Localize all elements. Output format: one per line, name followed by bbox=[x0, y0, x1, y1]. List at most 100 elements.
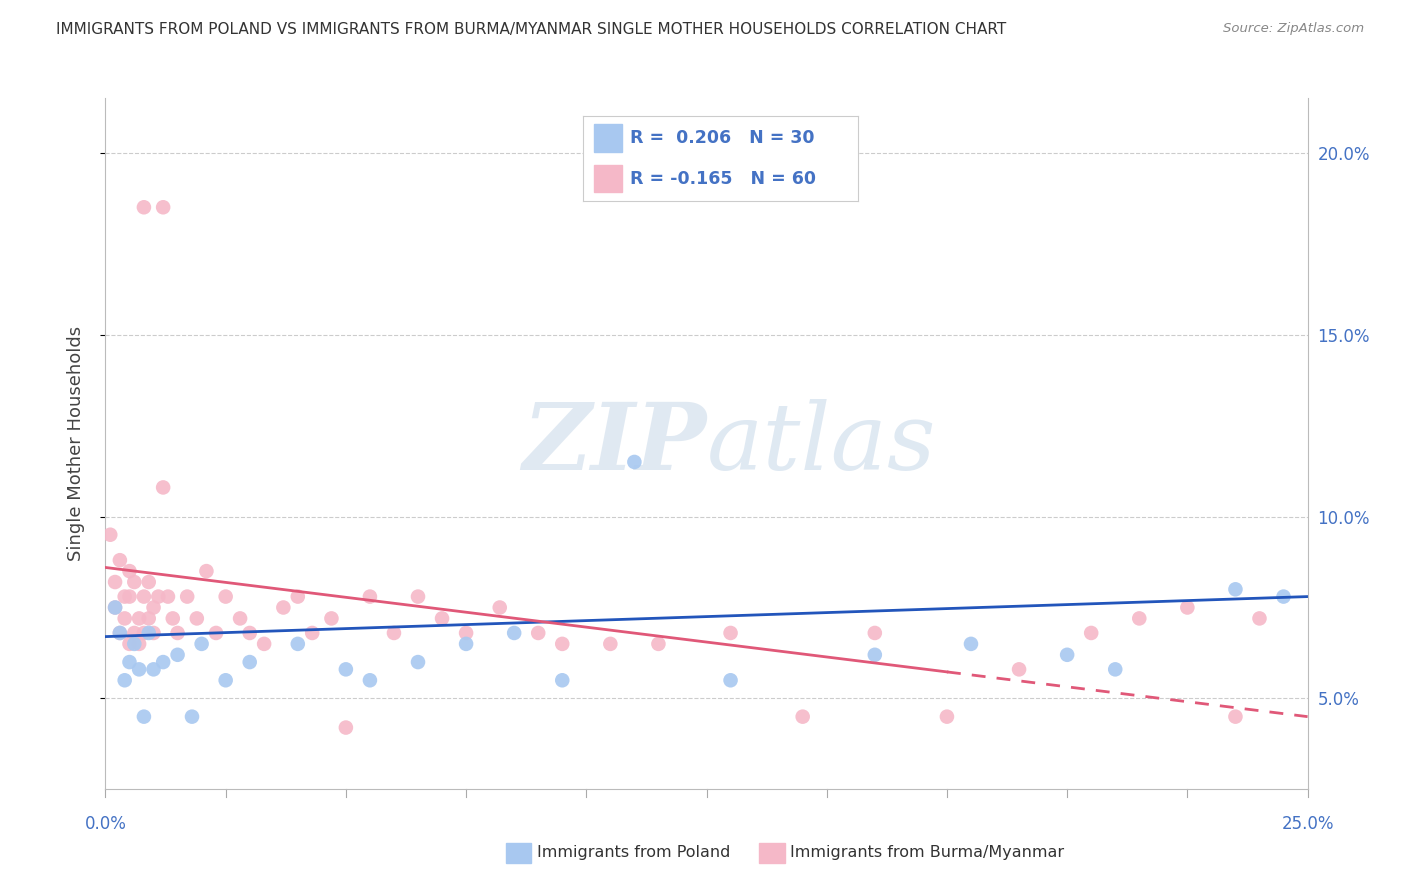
Point bbox=[1080, 626, 1102, 640]
Point bbox=[148, 590, 170, 604]
Point bbox=[623, 455, 645, 469]
Point bbox=[124, 626, 146, 640]
Point bbox=[142, 626, 165, 640]
Bar bbox=[595, 165, 621, 192]
Text: Source: ZipAtlas.com: Source: ZipAtlas.com bbox=[1223, 22, 1364, 36]
Point bbox=[118, 590, 141, 604]
Point bbox=[132, 626, 155, 640]
Point bbox=[214, 590, 236, 604]
Point bbox=[104, 575, 127, 590]
Point bbox=[1272, 590, 1295, 604]
Point bbox=[108, 553, 131, 567]
Y-axis label: Single Mother Households: Single Mother Households bbox=[66, 326, 84, 561]
Point bbox=[114, 611, 136, 625]
Point bbox=[253, 637, 276, 651]
Point bbox=[186, 611, 208, 625]
Point bbox=[118, 637, 141, 651]
Point bbox=[335, 662, 357, 676]
Point bbox=[104, 600, 127, 615]
Point bbox=[454, 626, 477, 640]
Point bbox=[128, 611, 150, 625]
Point bbox=[239, 626, 262, 640]
Point bbox=[98, 527, 121, 541]
Point bbox=[132, 709, 155, 723]
Bar bbox=[595, 124, 621, 152]
Point bbox=[128, 637, 150, 651]
Point bbox=[138, 626, 160, 640]
Point bbox=[114, 590, 136, 604]
Point bbox=[454, 637, 477, 651]
Point bbox=[1225, 582, 1247, 597]
Point bbox=[287, 590, 309, 604]
Point bbox=[156, 590, 179, 604]
Point bbox=[142, 662, 165, 676]
Text: Immigrants from Burma/Myanmar: Immigrants from Burma/Myanmar bbox=[790, 846, 1064, 860]
Point bbox=[181, 709, 204, 723]
Point bbox=[205, 626, 228, 640]
Point bbox=[551, 673, 574, 688]
Point bbox=[132, 590, 155, 604]
Point bbox=[1249, 611, 1271, 625]
Bar bbox=[506, 843, 531, 863]
Text: 0.0%: 0.0% bbox=[84, 815, 127, 833]
Point bbox=[273, 600, 295, 615]
Point bbox=[166, 648, 188, 662]
Point bbox=[124, 575, 146, 590]
Point bbox=[382, 626, 405, 640]
Point bbox=[647, 637, 669, 651]
Text: 25.0%: 25.0% bbox=[1281, 815, 1334, 833]
Point bbox=[720, 626, 742, 640]
Point bbox=[104, 600, 127, 615]
Point bbox=[195, 564, 218, 578]
Point bbox=[720, 673, 742, 688]
Point bbox=[190, 637, 212, 651]
Point bbox=[166, 626, 188, 640]
Point bbox=[406, 590, 429, 604]
Point bbox=[1225, 709, 1247, 723]
Point bbox=[406, 655, 429, 669]
Point bbox=[551, 637, 574, 651]
Point bbox=[863, 626, 886, 640]
Point bbox=[114, 673, 136, 688]
Point bbox=[936, 709, 959, 723]
Point bbox=[128, 662, 150, 676]
Point bbox=[359, 673, 381, 688]
Point bbox=[138, 575, 160, 590]
Point bbox=[1104, 662, 1126, 676]
Point bbox=[118, 564, 141, 578]
Point bbox=[142, 600, 165, 615]
Point bbox=[239, 655, 262, 669]
Point bbox=[162, 611, 184, 625]
Point bbox=[287, 637, 309, 651]
Point bbox=[108, 626, 131, 640]
Point bbox=[335, 721, 357, 735]
Text: R = -0.165   N = 60: R = -0.165 N = 60 bbox=[630, 169, 815, 187]
Point bbox=[176, 590, 198, 604]
Text: atlas: atlas bbox=[707, 399, 936, 489]
Text: Immigrants from Poland: Immigrants from Poland bbox=[537, 846, 731, 860]
Point bbox=[1056, 648, 1078, 662]
Point bbox=[152, 200, 174, 214]
Bar bbox=[759, 843, 785, 863]
Text: ZIP: ZIP bbox=[522, 399, 707, 489]
Point bbox=[488, 600, 510, 615]
Point bbox=[229, 611, 252, 625]
Point bbox=[214, 673, 236, 688]
Point bbox=[503, 626, 526, 640]
Point bbox=[108, 626, 131, 640]
Point bbox=[792, 709, 814, 723]
Point bbox=[1128, 611, 1150, 625]
Text: IMMIGRANTS FROM POLAND VS IMMIGRANTS FROM BURMA/MYANMAR SINGLE MOTHER HOUSEHOLDS: IMMIGRANTS FROM POLAND VS IMMIGRANTS FRO… bbox=[56, 22, 1007, 37]
Point bbox=[152, 480, 174, 494]
Point bbox=[124, 637, 146, 651]
Point bbox=[863, 648, 886, 662]
Point bbox=[599, 637, 621, 651]
Point bbox=[960, 637, 983, 651]
Point bbox=[430, 611, 453, 625]
Point bbox=[1008, 662, 1031, 676]
Point bbox=[359, 590, 381, 604]
Text: R =  0.206   N = 30: R = 0.206 N = 30 bbox=[630, 129, 814, 147]
Point bbox=[301, 626, 323, 640]
Point bbox=[118, 655, 141, 669]
Point bbox=[152, 655, 174, 669]
